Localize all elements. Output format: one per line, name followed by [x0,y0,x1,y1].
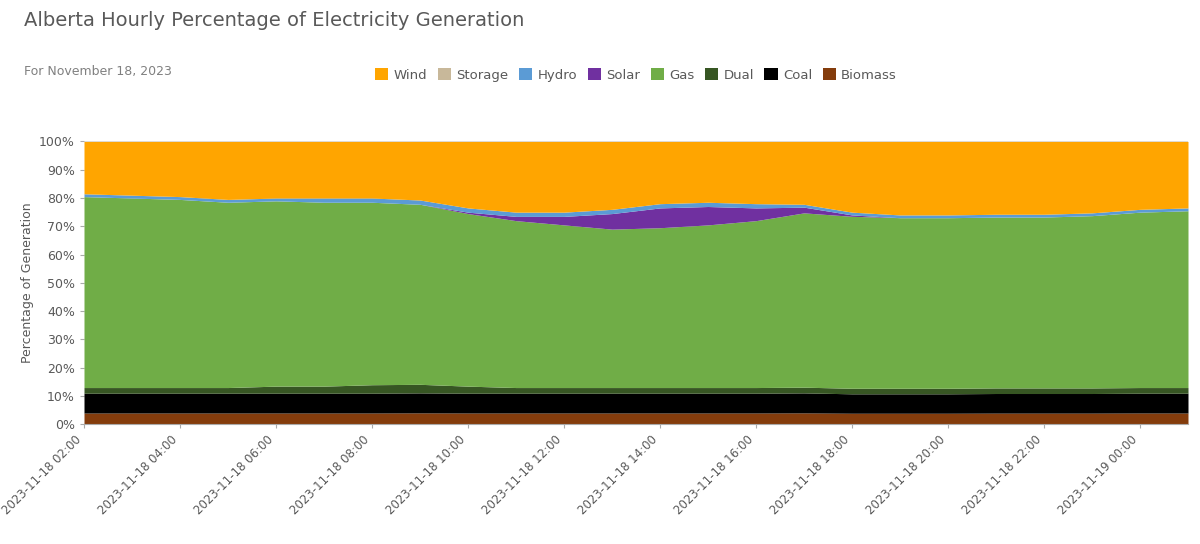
Text: Alberta Hourly Percentage of Electricity Generation: Alberta Hourly Percentage of Electricity… [24,11,524,30]
Legend: Wind, Storage, Hydro, Solar, Gas, Dual, Coal, Biomass: Wind, Storage, Hydro, Solar, Gas, Dual, … [370,63,902,87]
Y-axis label: Percentage of Generation: Percentage of Generation [20,202,34,363]
Text: For November 18, 2023: For November 18, 2023 [24,65,172,78]
